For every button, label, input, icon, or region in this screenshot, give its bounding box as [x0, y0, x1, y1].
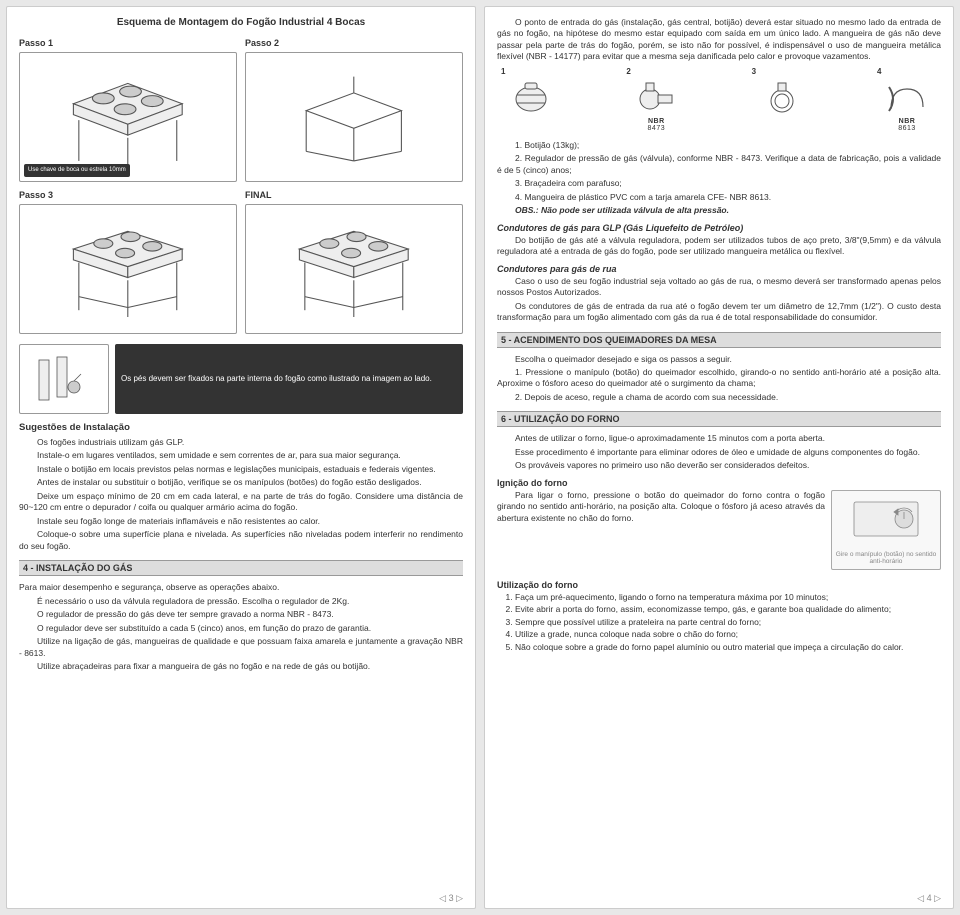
oven-knob-icon — [846, 494, 926, 549]
final-label: FINAL — [245, 190, 463, 200]
util-item: Não coloque sobre a grade do forno papel… — [515, 642, 941, 653]
util-heading: Utilização do forno — [497, 580, 941, 590]
util-list: Faça um pré-aquecimento, ligando o forno… — [515, 592, 941, 653]
diagram-step1: Use chave de boca ou estrela 10mm — [19, 52, 237, 182]
mangueira-icon — [877, 78, 937, 118]
stove-assembled-icon — [36, 215, 220, 324]
util-item: Evite abrir a porta do forno, assim, eco… — [515, 604, 941, 615]
acend-line: 2. Depois de aceso, regule a chama de ac… — [497, 392, 941, 403]
page-number-4: ◁ 4 ▷ — [917, 893, 941, 904]
sug-line: Instale-o em lugares ventilados, sem umi… — [19, 450, 463, 461]
feet-note: Os pés devem ser fixados na parte intern… — [115, 344, 463, 414]
component-4: 4 NBR8613 — [877, 67, 937, 132]
gas-components-row: 1 2 NBR8473 3 4 NBR8613 — [497, 67, 941, 132]
component-2: 2 NBR8473 — [626, 67, 686, 132]
assembly-grid: Passo 1 Use cha — [19, 34, 463, 338]
diagram-final — [245, 204, 463, 334]
feet-diagram — [19, 344, 109, 414]
acend-line: 1. Pressione o manípulo (botão) do queim… — [497, 367, 941, 390]
sug-line: Antes de instalar ou substituir o botijã… — [19, 477, 463, 488]
oven-figure: Gire o manípulo (botão) no sentido anti-… — [831, 490, 941, 570]
feet-icon — [29, 352, 99, 407]
regulador-icon — [626, 78, 686, 118]
step3-label: Passo 3 — [19, 190, 237, 200]
diagram-step3 — [19, 204, 237, 334]
gas-intro-right: O ponto de entrada do gás (instalação, g… — [497, 17, 941, 63]
assembly-title: Esquema de Montagem do Fogão Industrial … — [19, 17, 463, 28]
rua-heading: Condutores para gás de rua — [497, 264, 941, 274]
step2-label: Passo 2 — [245, 38, 463, 48]
section-4-bar: 4 - INSTALAÇÃO DO GÁS — [19, 560, 463, 576]
stove-top-icon — [36, 63, 220, 172]
component-list-2: 2. Regulador de pressão de gás (válvula)… — [497, 153, 941, 176]
feet-row: Os pés devem ser fixados na parte intern… — [19, 344, 463, 414]
sug-line: Coloque-o sobre uma superfície plana e n… — [19, 529, 463, 552]
frame-icon — [262, 63, 446, 172]
gas-line: O regulador deve ser substituído a cada … — [19, 623, 463, 634]
bracadeira-icon — [752, 78, 812, 118]
page-left: Esquema de Montagem do Fogão Industrial … — [6, 6, 476, 909]
forno-line: Antes de utilizar o forno, ligue-o aprox… — [497, 433, 941, 444]
gas-line: Utilize na ligação de gás, mangueiras de… — [19, 636, 463, 659]
botijao-icon — [501, 78, 561, 118]
rua-line: Caso o uso de seu fogão industrial seja … — [497, 276, 941, 299]
sug-line: Deixe um espaço mínimo de 20 cm em cada … — [19, 491, 463, 514]
gas-line: Utilize abraçadeiras para fixar a mangue… — [19, 661, 463, 672]
forno-line: Esse procedimento é importante para elim… — [497, 447, 941, 458]
sug-line: Os fogões industriais utilizam gás GLP. — [19, 437, 463, 448]
page-number-3: ◁ 3 ▷ — [439, 893, 463, 904]
util-item: Sempre que possível utilize a prateleira… — [515, 617, 941, 628]
step1-label: Passo 1 — [19, 38, 237, 48]
component-3: 3 — [752, 67, 812, 132]
gas-line: O regulador de pressão do gás deve ter s… — [19, 609, 463, 620]
component-list-3: 3. Braçadeira com parafuso; — [497, 178, 941, 189]
glp-heading: Condutores de gás para GLP (Gás Liquefei… — [497, 223, 941, 233]
component-list-1: 1. Botijão (13kg); — [497, 140, 941, 151]
component-1: 1 — [501, 67, 561, 132]
component-list-4: 4. Mangueira de plástico PVC com a tarja… — [497, 192, 941, 203]
stove-final-icon — [262, 215, 446, 324]
ignicao-heading: Ignição do forno — [497, 478, 941, 488]
sug-line: Instale seu fogão longe de materiais inf… — [19, 516, 463, 527]
gas-intro: Para maior desempenho e segurança, obser… — [19, 582, 463, 593]
gas-line: É necessário o uso da válvula reguladora… — [19, 596, 463, 607]
forno-line: Os prováveis vapores no primeiro uso não… — [497, 460, 941, 471]
glp-body: Do botijão de gás até a válvula regulado… — [497, 235, 941, 258]
util-item: Faça um pré-aquecimento, ligando o forno… — [515, 592, 941, 603]
sug-line: Instale o botijão em locais previstos pe… — [19, 464, 463, 475]
util-item: Utilize a grade, nunca coloque nada sobr… — [515, 629, 941, 640]
page-right: O ponto de entrada do gás (instalação, g… — [484, 6, 954, 909]
sugestoes-heading: Sugestões de Instalação — [19, 422, 463, 433]
oven-caption: Gire o manípulo (botão) no sentido anti-… — [832, 551, 940, 565]
rua-line: Os condutores de gás de entrada da rua a… — [497, 301, 941, 324]
wrench-note: Use chave de boca ou estrela 10mm — [24, 164, 130, 177]
section-6-bar: 6 - UTILIZAÇÃO DO FORNO — [497, 411, 941, 427]
obs-note: OBS.: Não pode ser utilizada válvula de … — [497, 205, 941, 216]
diagram-step2 — [245, 52, 463, 182]
acend-intro: Escolha o queimador desejado e siga os p… — [497, 354, 941, 365]
section-5-bar: 5 - ACENDIMENTO DOS QUEIMADORES DA MESA — [497, 332, 941, 348]
